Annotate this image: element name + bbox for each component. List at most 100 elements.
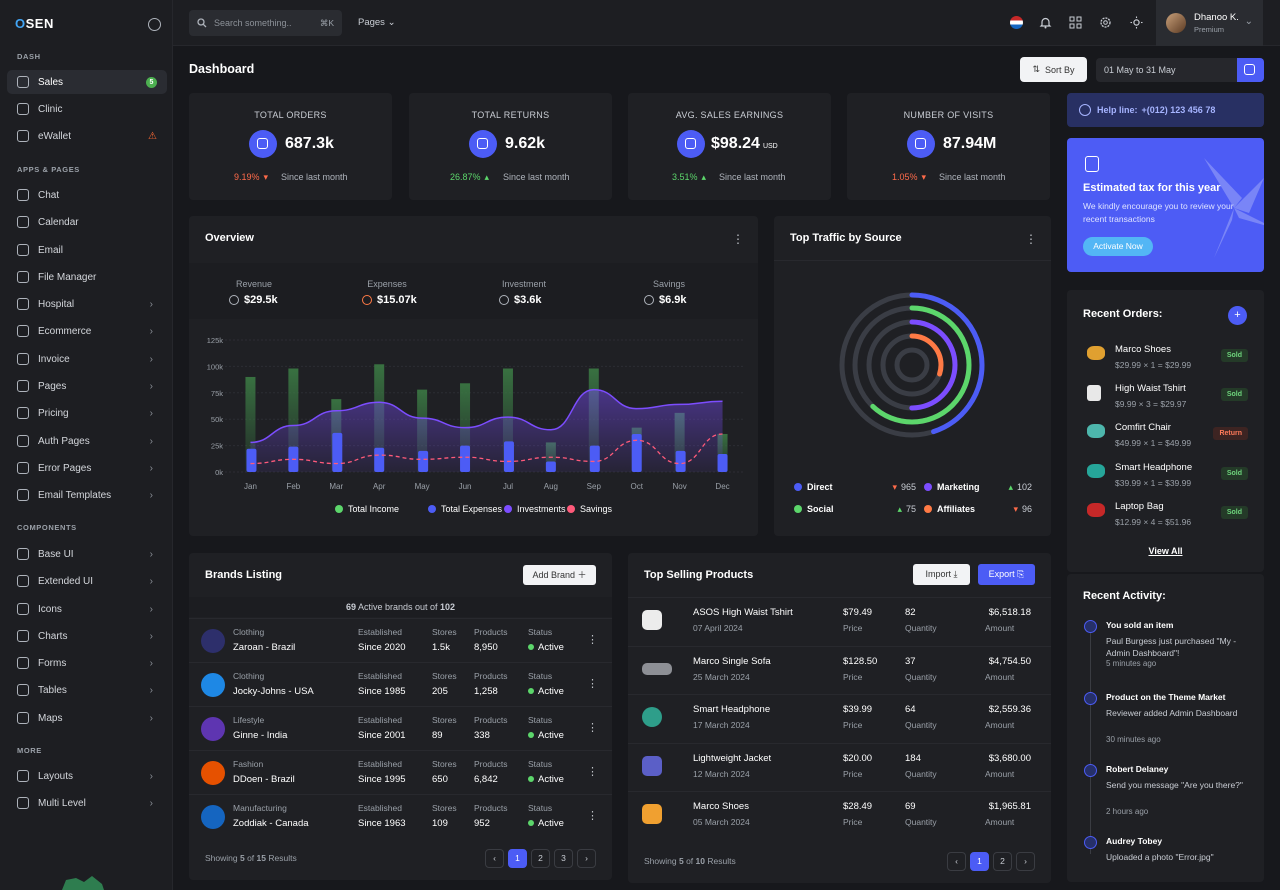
sidebar-item-calendar[interactable]: Calendar xyxy=(7,210,167,234)
page-button[interactable]: 3 xyxy=(554,849,573,868)
prev-page-button[interactable]: ‹ xyxy=(947,852,966,871)
bell-icon[interactable] xyxy=(1039,16,1052,29)
stat-pct: 26.87% xyxy=(450,172,481,182)
sidebar-toggle-icon[interactable] xyxy=(148,18,161,31)
y-tick-label: 100k xyxy=(207,362,224,371)
sidebar-item-base-ui[interactable]: Base UI › xyxy=(7,542,167,566)
headset-icon xyxy=(1079,104,1091,116)
savings-icon xyxy=(644,295,654,305)
us-flag-icon[interactable] xyxy=(1010,16,1023,29)
sidebar-item-sales[interactable]: Sales 5 xyxy=(7,70,167,94)
sidebar-item-layouts[interactable]: Layouts › xyxy=(7,764,167,788)
total-count: 102 xyxy=(440,602,456,612)
stat-number: 9.62k xyxy=(505,135,546,152)
x-tick-label: Sep xyxy=(587,482,602,491)
brand-products: 952 xyxy=(474,818,490,829)
page-button[interactable]: 2 xyxy=(993,852,1012,871)
chevron-right-icon: › xyxy=(149,298,153,310)
box-icon xyxy=(249,130,277,158)
activate-now-button[interactable]: Activate Now xyxy=(1083,237,1153,256)
date-range-input[interactable]: 01 May to 31 May xyxy=(1096,58,1237,82)
status-dot-icon xyxy=(528,732,534,738)
add-brand-button[interactable]: Add Brand ＋ xyxy=(523,565,596,585)
add-order-button[interactable]: + xyxy=(1228,306,1247,325)
sidebar-item-extended-ui[interactable]: Extended UI › xyxy=(7,569,167,593)
more-vertical-icon[interactable]: ⋮ xyxy=(587,678,598,690)
next-page-button[interactable]: › xyxy=(1016,852,1035,871)
y-tick-label: 50k xyxy=(211,415,223,424)
page-button[interactable]: 1 xyxy=(970,852,989,871)
view-all-link[interactable]: View All xyxy=(1148,546,1183,556)
sidebar-item-error-pages[interactable]: Error Pages › xyxy=(7,456,167,480)
sidebar-item-hospital[interactable]: Hospital › xyxy=(7,292,167,316)
help-line[interactable]: Help line: +(012) 123 456 78 xyxy=(1067,93,1264,127)
brand-est-value: Since 1995 xyxy=(358,774,406,785)
expense-bar xyxy=(503,441,514,472)
sidebar-item-invoice[interactable]: Invoice › xyxy=(7,347,167,371)
more-vertical-icon[interactable]: ⋮ xyxy=(587,766,598,778)
sidebar-item-icons[interactable]: Icons › xyxy=(7,597,167,621)
search-box[interactable]: Search something.. ⌘K xyxy=(189,10,342,36)
sidebar-item-file-manager[interactable]: File Manager xyxy=(7,265,167,289)
more-vertical-icon[interactable]: ⋮ xyxy=(587,634,598,646)
legend-item[interactable]: Total Expenses xyxy=(428,504,502,514)
avatar xyxy=(1166,13,1186,33)
more-vertical-icon[interactable]: ⋮ xyxy=(587,722,598,734)
eye-icon xyxy=(907,130,935,158)
brand-est-value: Since 1963 xyxy=(358,818,406,829)
tshirt-icon xyxy=(1087,385,1101,401)
user-menu[interactable]: Dhanoo K. Premium ⌄ xyxy=(1156,0,1263,46)
more-vertical-icon[interactable]: ⋮ xyxy=(587,810,598,822)
pages-dropdown[interactable]: Pages ⌄ xyxy=(358,17,396,28)
pages-icon xyxy=(17,380,29,392)
sidebar-item-forms[interactable]: Forms › xyxy=(7,651,167,675)
price-label: Price xyxy=(843,671,863,682)
column-label: Status xyxy=(528,803,553,813)
more-vertical-icon[interactable]: ⋮ xyxy=(732,232,744,246)
more-vertical-icon[interactable]: ⋮ xyxy=(1025,232,1037,246)
page-button[interactable]: 2 xyxy=(531,849,550,868)
expense-bar xyxy=(675,450,686,472)
active-count: 69 xyxy=(345,602,356,612)
sidebar-item-pages[interactable]: Pages › xyxy=(7,374,167,398)
sidebar-item-pricing[interactable]: Pricing › xyxy=(7,401,167,425)
sidebar-item-email[interactable]: Email xyxy=(7,238,167,262)
sidebar-item-email-templates[interactable]: Email Templates › xyxy=(7,483,167,507)
sidebar-item-clinic[interactable]: Clinic xyxy=(7,97,167,121)
brand-products: 8,950 xyxy=(474,642,498,653)
sidebar-item-charts[interactable]: Charts › xyxy=(7,624,167,648)
legend-item[interactable]: Total Income xyxy=(335,504,399,514)
sidebar-item-ewallet[interactable]: eWallet ⚠ xyxy=(7,124,167,148)
metric-label: Revenue xyxy=(235,279,273,289)
sun-icon[interactable] xyxy=(1130,16,1143,29)
multilevel-icon xyxy=(17,797,29,809)
calendar-button[interactable] xyxy=(1237,58,1264,82)
gear-icon[interactable] xyxy=(1099,16,1112,29)
sort-by-button[interactable]: ⇅ Sort By xyxy=(1020,57,1087,82)
prev-page-button[interactable]: ‹ xyxy=(485,849,504,868)
page-button[interactable]: 1 xyxy=(508,849,527,868)
search-input[interactable]: Search something.. xyxy=(214,18,292,28)
sidebar-item-chat[interactable]: Chat xyxy=(7,183,167,207)
legend-item[interactable]: Savings xyxy=(567,504,612,514)
metric-value: $29.5k xyxy=(244,294,278,306)
activity-description: Paul Burgess just purchased "My - Admin … xyxy=(1106,636,1237,658)
sidebar-item-multi-level[interactable]: Multi Level › xyxy=(7,791,167,815)
sidebar-item-ecommerce[interactable]: Ecommerce › xyxy=(7,319,167,343)
legend-item[interactable]: Investments xyxy=(504,504,566,514)
product-name: Marco Shoes xyxy=(693,801,749,812)
export-button[interactable]: Export ⎘ xyxy=(978,564,1035,585)
sidebar-item-auth-pages[interactable]: Auth Pages › xyxy=(7,429,167,453)
sidebar-item-maps[interactable]: Maps › xyxy=(7,706,167,730)
sidebar-item-label: Error Pages xyxy=(38,462,92,474)
expense-bar xyxy=(717,454,728,472)
apps-grid-icon[interactable] xyxy=(1069,16,1082,29)
sidebar-item-label: Base UI xyxy=(38,548,74,560)
y-tick-label: 25k xyxy=(211,442,223,451)
app-logo[interactable]: OSEN xyxy=(15,16,54,31)
sidebar-item-tables[interactable]: Tables › xyxy=(7,678,167,702)
import-button[interactable]: Import ⤓ xyxy=(913,564,970,585)
radial-arc-social xyxy=(852,305,972,425)
next-page-button[interactable]: › xyxy=(577,849,596,868)
sort-icon: ⇅ xyxy=(1032,64,1041,74)
